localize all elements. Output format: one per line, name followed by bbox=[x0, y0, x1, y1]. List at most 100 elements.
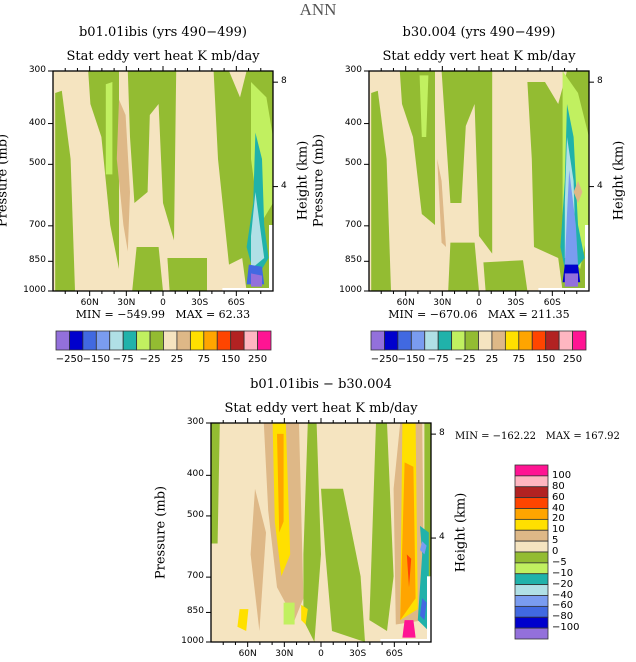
contour-region bbox=[419, 75, 429, 137]
x-tick-label: 30N bbox=[275, 649, 294, 659]
contour-region bbox=[448, 242, 479, 291]
colorbar-box bbox=[514, 605, 549, 618]
x-tick-label: 0 bbox=[476, 298, 482, 308]
colorbar-box bbox=[514, 584, 549, 596]
x-tick-label: 30N bbox=[117, 298, 136, 308]
y-tick-label: 1000 bbox=[23, 285, 46, 295]
contour-field bbox=[211, 423, 431, 642]
y-tick-label: 400 bbox=[28, 117, 46, 128]
colorbar-label: 250 bbox=[248, 354, 268, 365]
colorbar-box bbox=[478, 330, 493, 351]
colorbar-label: −20 bbox=[552, 578, 574, 590]
colorbar-label: −250 bbox=[370, 354, 399, 365]
x-tick-label: 60S bbox=[385, 649, 403, 659]
panel-title: b01.01ibis (yrs 490−499) bbox=[78, 25, 247, 40]
colorbar-box bbox=[514, 551, 549, 564]
y-tick-label: 300 bbox=[344, 65, 362, 75]
missing-data bbox=[222, 288, 273, 291]
colorbar-box bbox=[176, 330, 191, 351]
colorbar-box bbox=[136, 330, 151, 351]
colorbar-label: 75 bbox=[512, 354, 526, 365]
colorbar-box bbox=[163, 330, 178, 351]
colorbar-label: −250 bbox=[55, 354, 84, 365]
x-tick-label: 60S bbox=[543, 298, 561, 308]
colorbar-box bbox=[69, 330, 84, 351]
contour-region bbox=[400, 462, 416, 621]
colorbar-label: −80 bbox=[552, 611, 574, 623]
contour-region bbox=[167, 258, 207, 291]
contour-field bbox=[369, 71, 589, 291]
y-tick-label: 700 bbox=[186, 571, 204, 582]
colorbar-box bbox=[572, 330, 587, 351]
colorbar-box bbox=[370, 330, 385, 351]
colorbar-label: 25 bbox=[485, 354, 499, 365]
y-tick-label: 1000 bbox=[181, 636, 204, 646]
contour-region bbox=[132, 247, 163, 291]
colorbar-box bbox=[149, 330, 164, 351]
contour-region bbox=[564, 170, 578, 265]
contour-region bbox=[303, 423, 321, 642]
colorbar-label: 150 bbox=[221, 354, 241, 365]
colorbar-label: −25 bbox=[139, 354, 161, 365]
min-max-readout: MIN = −670.06 MAX = 211.35 bbox=[388, 308, 570, 321]
missing-data bbox=[380, 639, 431, 642]
contour-region bbox=[105, 82, 113, 175]
contour-region bbox=[321, 488, 365, 642]
colorbar-box bbox=[514, 475, 549, 488]
panel-subtitle: Stat eddy vert heat K mb/day bbox=[66, 49, 260, 64]
colorbar-box bbox=[243, 330, 258, 351]
y-tick-label: 400 bbox=[186, 469, 204, 480]
colorbar-label: 75 bbox=[197, 354, 211, 365]
colorbar-box bbox=[514, 529, 549, 542]
colorbar-box bbox=[514, 508, 549, 520]
contour-region bbox=[251, 273, 262, 287]
x-tick-label: 60N bbox=[238, 649, 257, 659]
y-tick-label: 850 bbox=[28, 255, 46, 266]
colorbar-label: 100 bbox=[552, 469, 572, 481]
colorbar-label: −75 bbox=[112, 354, 134, 365]
contour-region bbox=[420, 541, 427, 555]
colorbar-box bbox=[545, 330, 560, 351]
y-tick-label: 700 bbox=[344, 219, 362, 230]
y-right-tick-label: 8 bbox=[597, 76, 603, 87]
y-tick-label: 300 bbox=[186, 417, 204, 427]
contour-region bbox=[251, 192, 265, 269]
panel-subtitle: Stat eddy vert heat K mb/day bbox=[224, 401, 418, 416]
y-tick-label: 500 bbox=[344, 158, 362, 169]
colorbar-box bbox=[424, 330, 439, 351]
colorbar-box bbox=[384, 330, 399, 351]
colorbar-box bbox=[122, 330, 138, 351]
x-tick-label: 30S bbox=[507, 298, 525, 308]
colorbar-label: −150 bbox=[397, 354, 426, 365]
contour-region bbox=[369, 423, 394, 631]
y-right-tick-label: 4 bbox=[439, 532, 445, 543]
y-tick-label: 500 bbox=[186, 509, 204, 520]
colorbar-box bbox=[514, 616, 549, 629]
panel-subtitle: Stat eddy vert heat K mb/day bbox=[382, 49, 576, 64]
contour-region bbox=[441, 71, 493, 254]
y-tick-label: 850 bbox=[186, 606, 204, 617]
colorbar-box bbox=[518, 330, 533, 351]
min-max-readout: MIN = −162.22 MAX = 167.92 bbox=[455, 431, 620, 442]
contour-region bbox=[483, 260, 528, 291]
colorbar-label: −25 bbox=[454, 354, 476, 365]
contour-region bbox=[437, 159, 446, 247]
colorbar-box bbox=[514, 595, 549, 607]
contour-region bbox=[211, 423, 220, 544]
colorbar-label: 60 bbox=[552, 491, 565, 503]
contour-region bbox=[277, 433, 284, 533]
colorbar-label: 25 bbox=[170, 354, 184, 365]
missing-data bbox=[585, 225, 589, 291]
colorbar-box bbox=[491, 330, 506, 351]
y-right-tick-label: 4 bbox=[597, 180, 603, 191]
colorbar-box bbox=[514, 518, 549, 531]
x-tick-label: 0 bbox=[160, 298, 166, 308]
contour-region bbox=[55, 90, 75, 291]
contour-region bbox=[127, 71, 177, 241]
colorbar-box bbox=[55, 330, 70, 351]
panel-title: b30.004 (yrs 490−499) bbox=[402, 25, 556, 40]
y-right-tick-label: 8 bbox=[281, 76, 287, 87]
colorbar-box bbox=[216, 330, 232, 351]
colorbar-label: −100 bbox=[552, 622, 580, 634]
